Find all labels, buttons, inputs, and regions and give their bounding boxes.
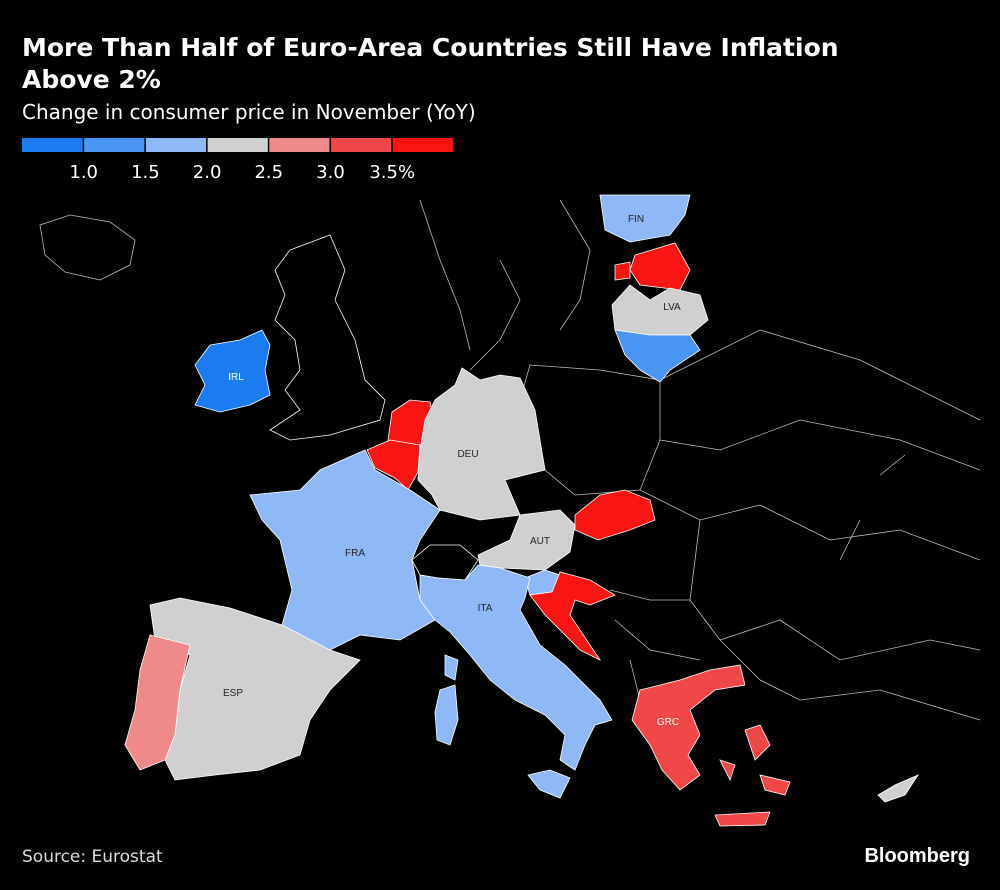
country-label: FIN (628, 214, 644, 225)
country (124, 634, 191, 771)
country (614, 242, 691, 291)
country (434, 654, 571, 799)
legend-swatch (330, 138, 392, 152)
legend-label: 1.5 (131, 162, 160, 183)
country-label: DEU (457, 449, 478, 460)
legend-label: 1.0 (69, 162, 98, 183)
legend-swatch (392, 138, 453, 152)
country-label: ESP (223, 688, 243, 699)
country (417, 367, 546, 521)
country-label: IRL (228, 372, 244, 383)
brand: Bloomberg (864, 845, 970, 867)
legend-swatch (207, 138, 268, 152)
legend-label: 3.0 (316, 162, 345, 183)
country (574, 489, 656, 541)
country-label: ITA (478, 603, 493, 614)
uk (269, 234, 386, 441)
source: Source: Eurostat (22, 847, 163, 867)
border (419, 199, 981, 721)
country-label: FRA (345, 548, 365, 559)
country (614, 329, 701, 383)
legend-swatch (83, 138, 145, 152)
title: More Than Half of Euro-Area Countries St… (22, 33, 839, 94)
iceland (39, 214, 136, 281)
legend-swatch (268, 138, 330, 152)
legend-label: 2.5 (254, 162, 283, 183)
che (411, 544, 479, 581)
cyprus (877, 774, 920, 803)
country (611, 284, 709, 336)
subtitle: Change in consumer price in November (Yo… (22, 100, 476, 124)
country-label: GRC (657, 717, 679, 728)
country (477, 509, 576, 571)
legend-label: 3.5% (369, 162, 415, 183)
country (529, 571, 616, 662)
country-label: LVA (663, 302, 681, 313)
country (366, 439, 421, 491)
country (419, 564, 613, 771)
legend: 1.0 1.5 2.0 2.5 3.0 3.5% (22, 138, 453, 183)
country-label: AUT (530, 536, 550, 547)
legend-swatch (22, 138, 83, 152)
legend-label: 2.0 (193, 162, 222, 183)
map: FIN LVA IRL DEU FRA AUT ITA ESP GRC (39, 194, 981, 827)
legend-swatch (145, 138, 207, 152)
country (194, 329, 271, 413)
country (599, 194, 691, 243)
country (631, 664, 791, 827)
